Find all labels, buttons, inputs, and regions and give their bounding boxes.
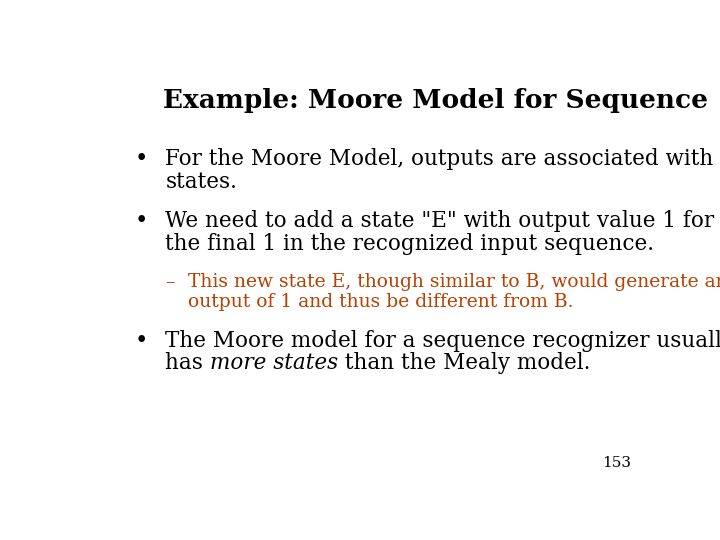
Text: The Moore model for a sequence recognizer usually: The Moore model for a sequence recognize…	[166, 329, 720, 352]
Text: –: –	[166, 273, 175, 291]
Text: We need to add a state "E" with output value 1 for: We need to add a state "E" with output v…	[166, 210, 714, 232]
Text: states.: states.	[166, 171, 237, 193]
Text: has: has	[166, 353, 210, 374]
Text: 153: 153	[602, 456, 631, 470]
Text: output of 1 and thus be different from B.: output of 1 and thus be different from B…	[188, 293, 573, 311]
Text: •: •	[135, 210, 148, 232]
Text: more states: more states	[210, 353, 338, 374]
Text: •: •	[135, 329, 148, 352]
Text: •: •	[135, 148, 148, 170]
Text: than the Mealy model.: than the Mealy model.	[338, 353, 590, 374]
Text: Example: Moore Model for Sequence 1101: Example: Moore Model for Sequence 1101	[163, 87, 720, 113]
Text: For the Moore Model, outputs are associated with: For the Moore Model, outputs are associa…	[166, 148, 714, 170]
Text: This new state E, though similar to B, would generate an: This new state E, though similar to B, w…	[188, 273, 720, 291]
Text: the final 1 in the recognized input sequence.: the final 1 in the recognized input sequ…	[166, 233, 654, 255]
